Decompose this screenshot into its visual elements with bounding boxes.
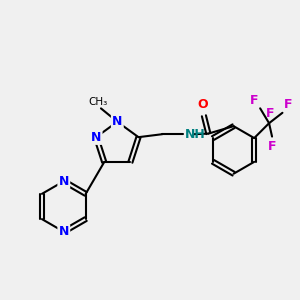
Text: N: N — [91, 131, 101, 144]
Text: O: O — [197, 98, 208, 111]
Text: F: F — [268, 140, 276, 152]
Text: N: N — [58, 225, 69, 238]
Text: F: F — [250, 94, 259, 107]
Text: NH: NH — [184, 128, 205, 141]
Text: CH₃: CH₃ — [88, 97, 108, 107]
Text: N: N — [58, 175, 69, 188]
Text: N: N — [112, 115, 122, 128]
Text: F: F — [266, 107, 275, 120]
Text: F: F — [284, 98, 292, 111]
